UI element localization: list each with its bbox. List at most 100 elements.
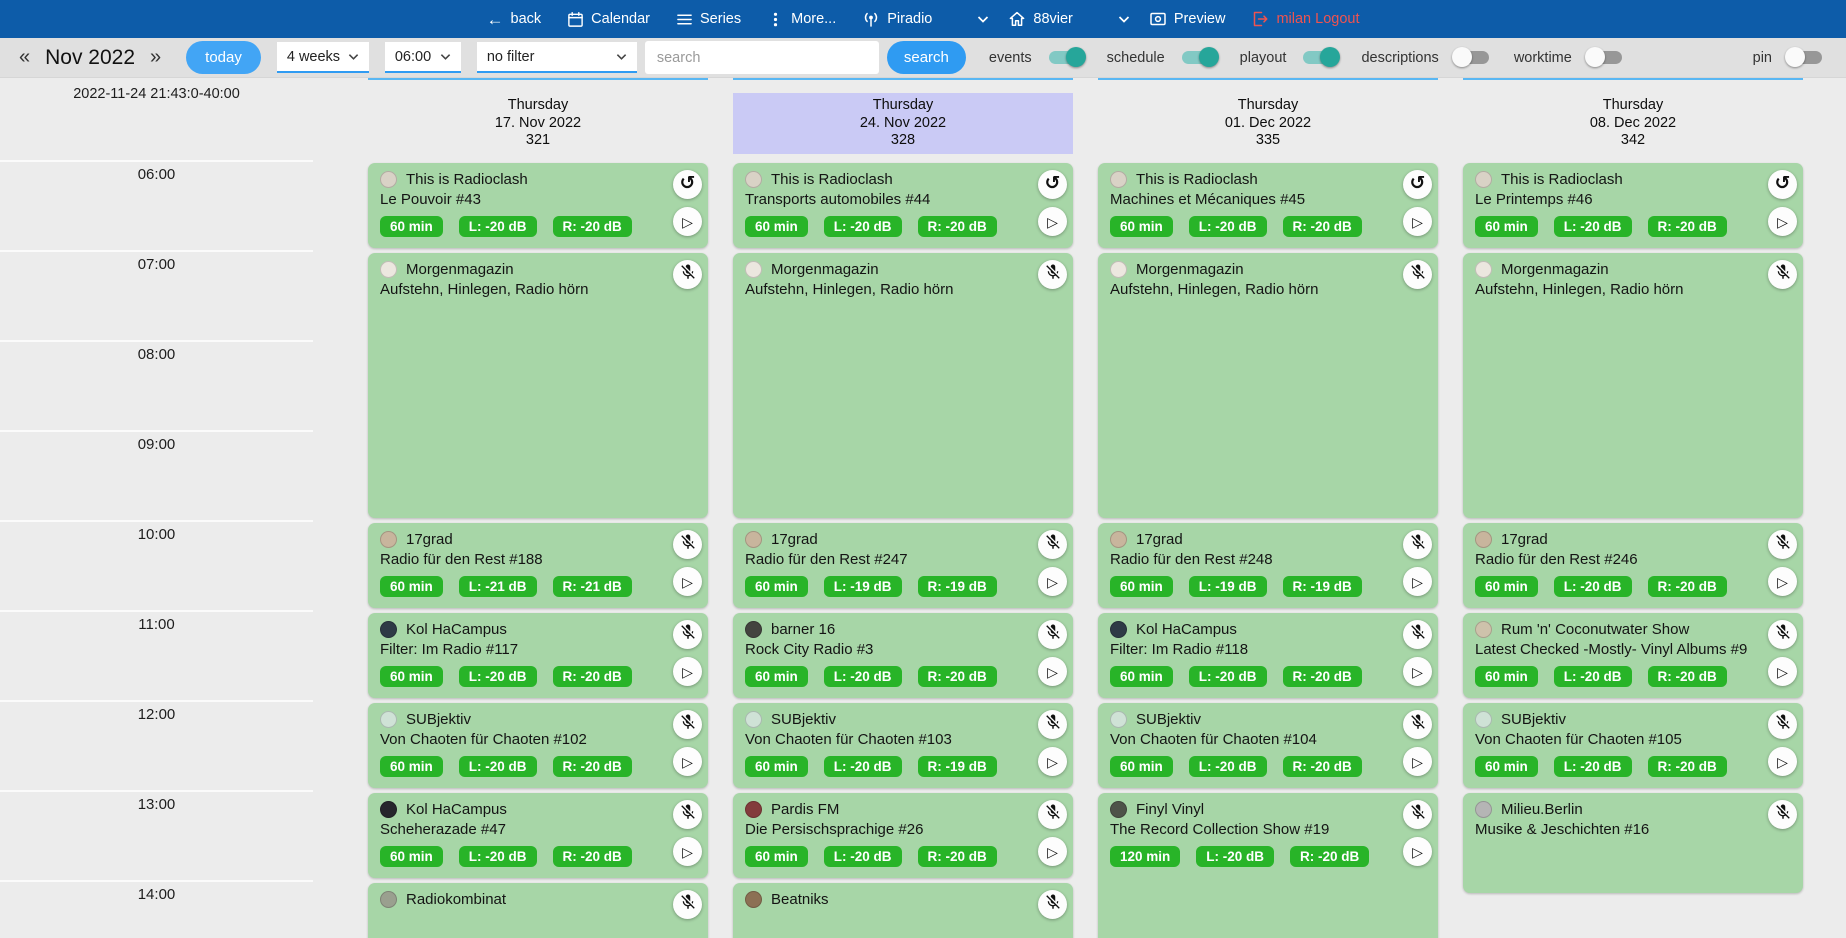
event-card[interactable]: SUBjektiv Von Chaoten für Chaoten #105 60 … xyxy=(1463,703,1803,788)
play-button[interactable]: ▷ xyxy=(1403,747,1432,776)
mic-off-button[interactable] xyxy=(673,710,702,739)
today-button[interactable]: today xyxy=(186,41,261,74)
search-button[interactable]: search xyxy=(886,41,966,74)
mic-off-button[interactable] xyxy=(1768,710,1797,739)
play-button[interactable]: ▷ xyxy=(1768,567,1797,596)
mic-off-button[interactable] xyxy=(1038,710,1067,739)
repeat-button[interactable]: ↺ xyxy=(1403,170,1432,199)
day-header[interactable]: Thursday 01. Dec 2022 335 xyxy=(1098,93,1438,154)
descriptions-toggle[interactable] xyxy=(1451,47,1491,67)
play-button[interactable]: ▷ xyxy=(1038,207,1067,236)
mic-off-button[interactable] xyxy=(1038,530,1067,559)
play-button[interactable]: ▷ xyxy=(673,207,702,236)
search-input[interactable] xyxy=(644,41,879,74)
nav-calendar[interactable]: Calendar xyxy=(567,11,650,28)
play-button[interactable]: ▷ xyxy=(1038,747,1067,776)
mic-off-button[interactable] xyxy=(1038,890,1067,919)
mic-off-button[interactable] xyxy=(1403,710,1432,739)
mic-off-button[interactable] xyxy=(1403,530,1432,559)
event-card[interactable]: Radiokombinat xyxy=(368,883,708,938)
play-button[interactable]: ▷ xyxy=(1768,657,1797,686)
pin-toggle[interactable] xyxy=(1785,47,1824,67)
event-card[interactable]: SUBjektiv Von Chaoten für Chaoten #102 60 … xyxy=(368,703,708,788)
event-badge: R: -20 dB xyxy=(1282,216,1362,237)
mic-off-button[interactable] xyxy=(673,800,702,829)
mic-off-button[interactable] xyxy=(673,530,702,559)
mic-off-button[interactable] xyxy=(1768,260,1797,289)
events-toggle[interactable] xyxy=(1047,47,1086,67)
event-card[interactable]: Milieu.Berlin Musike & Jeschichten #16 xyxy=(1463,793,1803,893)
mic-off-button[interactable] xyxy=(1038,620,1067,649)
event-card[interactable]: Pardis FM Die Persischsprachige #26 60 min… xyxy=(733,793,1073,878)
mic-off-button[interactable] xyxy=(1768,800,1797,829)
range-select[interactable]: 4 weeks xyxy=(276,42,369,73)
mic-off-button[interactable] xyxy=(1403,800,1432,829)
day-header[interactable]: Thursday 08. Dec 2022 342 xyxy=(1463,93,1803,154)
mic-off-button[interactable] xyxy=(1038,260,1067,289)
mic-off-button[interactable] xyxy=(1768,530,1797,559)
play-button[interactable]: ▷ xyxy=(673,837,702,866)
play-button[interactable]: ▷ xyxy=(1403,837,1432,866)
nav-more[interactable]: More... xyxy=(767,11,836,28)
mic-off-button[interactable] xyxy=(673,620,702,649)
event-card[interactable]: This is Radioclash Le Pouvoir #43 60 min L:… xyxy=(368,163,708,248)
play-button[interactable]: ▷ xyxy=(673,657,702,686)
event-card[interactable]: 17grad Radio für den Rest #188 60 min L: -2… xyxy=(368,523,708,608)
event-card[interactable]: 17grad Radio für den Rest #248 60 min L: -1… xyxy=(1098,523,1438,608)
nav-88vier[interactable]: 88vier xyxy=(1008,10,1073,28)
mic-off-button[interactable] xyxy=(673,890,702,919)
play-button[interactable]: ▷ xyxy=(1768,207,1797,236)
event-card[interactable]: Kol HaCampus Scheherazade #47 60 min L: -20… xyxy=(368,793,708,878)
play-button[interactable]: ▷ xyxy=(1038,567,1067,596)
nav-series[interactable]: Series xyxy=(676,11,741,28)
play-button[interactable]: ▷ xyxy=(1403,657,1432,686)
nav-logout[interactable]: milan Logout xyxy=(1251,10,1359,28)
event-card[interactable]: Morgenmagazin Aufstehn, Hinlegen, Radio h… xyxy=(1463,253,1803,518)
day-header[interactable]: Thursday 17. Nov 2022 321 xyxy=(368,93,708,154)
play-button[interactable]: ▷ xyxy=(1403,207,1432,236)
mic-off-button[interactable] xyxy=(1403,620,1432,649)
88vier-dropdown-chevron[interactable] xyxy=(1118,15,1130,24)
event-card[interactable]: 17grad Radio für den Rest #247 60 min L: -1… xyxy=(733,523,1073,608)
play-button[interactable]: ▷ xyxy=(1038,837,1067,866)
event-card[interactable]: SUBjektiv Von Chaoten für Chaoten #104 60 … xyxy=(1098,703,1438,788)
event-card[interactable]: Morgenmagazin Aufstehn, Hinlegen, Radio h… xyxy=(1098,253,1438,518)
nav-back[interactable]: ← back xyxy=(487,11,542,28)
prev-month-button[interactable]: « xyxy=(10,46,39,69)
play-button[interactable]: ▷ xyxy=(1403,567,1432,596)
schedule-toggle[interactable] xyxy=(1180,47,1219,67)
day-header[interactable]: Thursday 24. Nov 2022 328 xyxy=(733,93,1073,154)
repeat-button[interactable]: ↺ xyxy=(1038,170,1067,199)
play-button[interactable]: ▷ xyxy=(1768,747,1797,776)
piradio-dropdown-chevron[interactable] xyxy=(977,15,989,24)
event-card[interactable]: barner 16 Rock City Radio #3 60 min L: -20 … xyxy=(733,613,1073,698)
event-card[interactable]: This is Radioclash Le Printemps #46 60 min… xyxy=(1463,163,1803,248)
event-card[interactable]: This is Radioclash Transports automobiles… xyxy=(733,163,1073,248)
event-card[interactable]: Kol HaCampus Filter: Im Radio #117 60 min L… xyxy=(368,613,708,698)
playout-toggle[interactable] xyxy=(1301,47,1341,67)
mic-off-button[interactable] xyxy=(1038,800,1067,829)
repeat-button[interactable]: ↺ xyxy=(1768,170,1797,199)
start-time-select[interactable]: 06:00 xyxy=(384,42,461,73)
mic-off-button[interactable] xyxy=(1403,260,1432,289)
next-month-button[interactable]: » xyxy=(141,46,170,69)
event-card[interactable]: 17grad Radio für den Rest #246 60 min L: -2… xyxy=(1463,523,1803,608)
nav-piradio[interactable]: Piradio xyxy=(862,10,932,28)
repeat-button[interactable]: ↺ xyxy=(673,170,702,199)
nav-preview[interactable]: Preview xyxy=(1149,10,1225,28)
mic-off-button[interactable] xyxy=(673,260,702,289)
play-button[interactable]: ▷ xyxy=(673,567,702,596)
mic-off-button[interactable] xyxy=(1768,620,1797,649)
filter-select[interactable]: no filter xyxy=(476,42,637,73)
event-card[interactable]: Morgenmagazin Aufstehn, Hinlegen, Radio h… xyxy=(733,253,1073,518)
play-button[interactable]: ▷ xyxy=(1038,657,1067,686)
play-button[interactable]: ▷ xyxy=(673,747,702,776)
event-card[interactable]: Morgenmagazin Aufstehn, Hinlegen, Radio h… xyxy=(368,253,708,518)
event-card[interactable]: This is Radioclash Machines et Mécaniques… xyxy=(1098,163,1438,248)
event-card[interactable]: Finyl Vinyl The Record Collection Show #1… xyxy=(1098,793,1438,938)
event-card[interactable]: Rum 'n' Coconutwater Show Latest Checked … xyxy=(1463,613,1803,698)
event-card[interactable]: Beatniks xyxy=(733,883,1073,938)
event-card[interactable]: Kol HaCampus Filter: Im Radio #118 60 min L… xyxy=(1098,613,1438,698)
worktime-toggle[interactable] xyxy=(1584,47,1624,67)
event-card[interactable]: SUBjektiv Von Chaoten für Chaoten #103 60 … xyxy=(733,703,1073,788)
